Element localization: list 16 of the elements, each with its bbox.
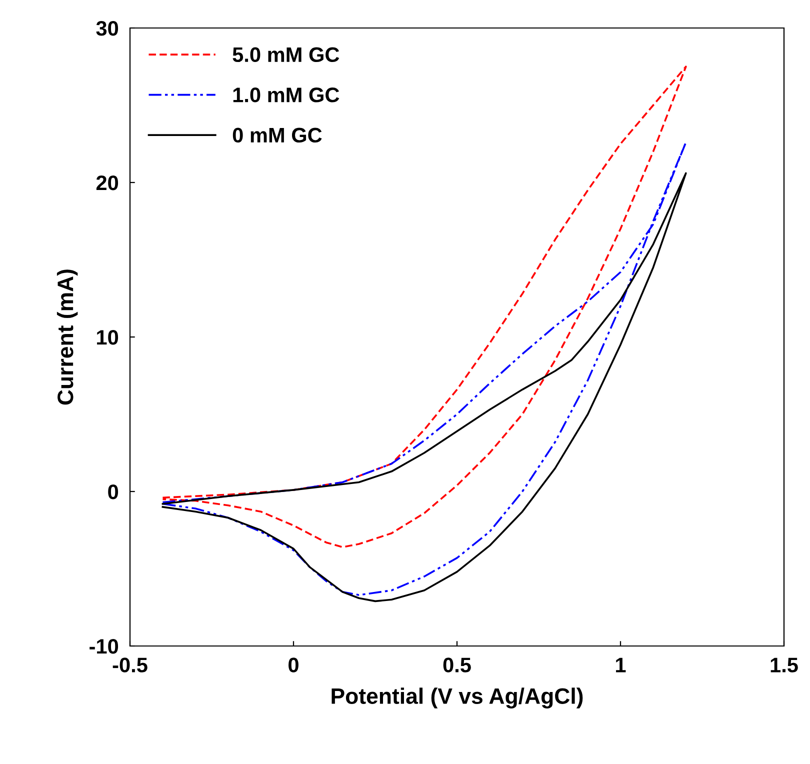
y-tick-label: -10 (90, 639, 118, 654)
x-tick-label: 0 (288, 658, 298, 672)
y-tick-label: 10 (97, 330, 118, 345)
line-series (162, 66, 687, 548)
y-tick-label: 20 (96, 176, 118, 190)
x-tick-label: -0.5 (112, 658, 148, 672)
y-tick-label: 0 (108, 484, 118, 500)
x-tick-label: 1 (616, 658, 626, 672)
x-tick-label: 1.5 (770, 658, 798, 672)
x-axis-title: Potential (V vs Ag/AgCl) (332, 688, 583, 708)
y-tick-label: 30 (96, 21, 118, 36)
legend-label: 5.0 mM GC (232, 47, 340, 62)
y-axis-title: Current (mA) (56, 270, 78, 405)
legend-label: 0 mM GC (232, 128, 322, 143)
legend-label: 1.0 mM GC (233, 88, 340, 102)
x-tick-label: 0.5 (443, 658, 471, 672)
